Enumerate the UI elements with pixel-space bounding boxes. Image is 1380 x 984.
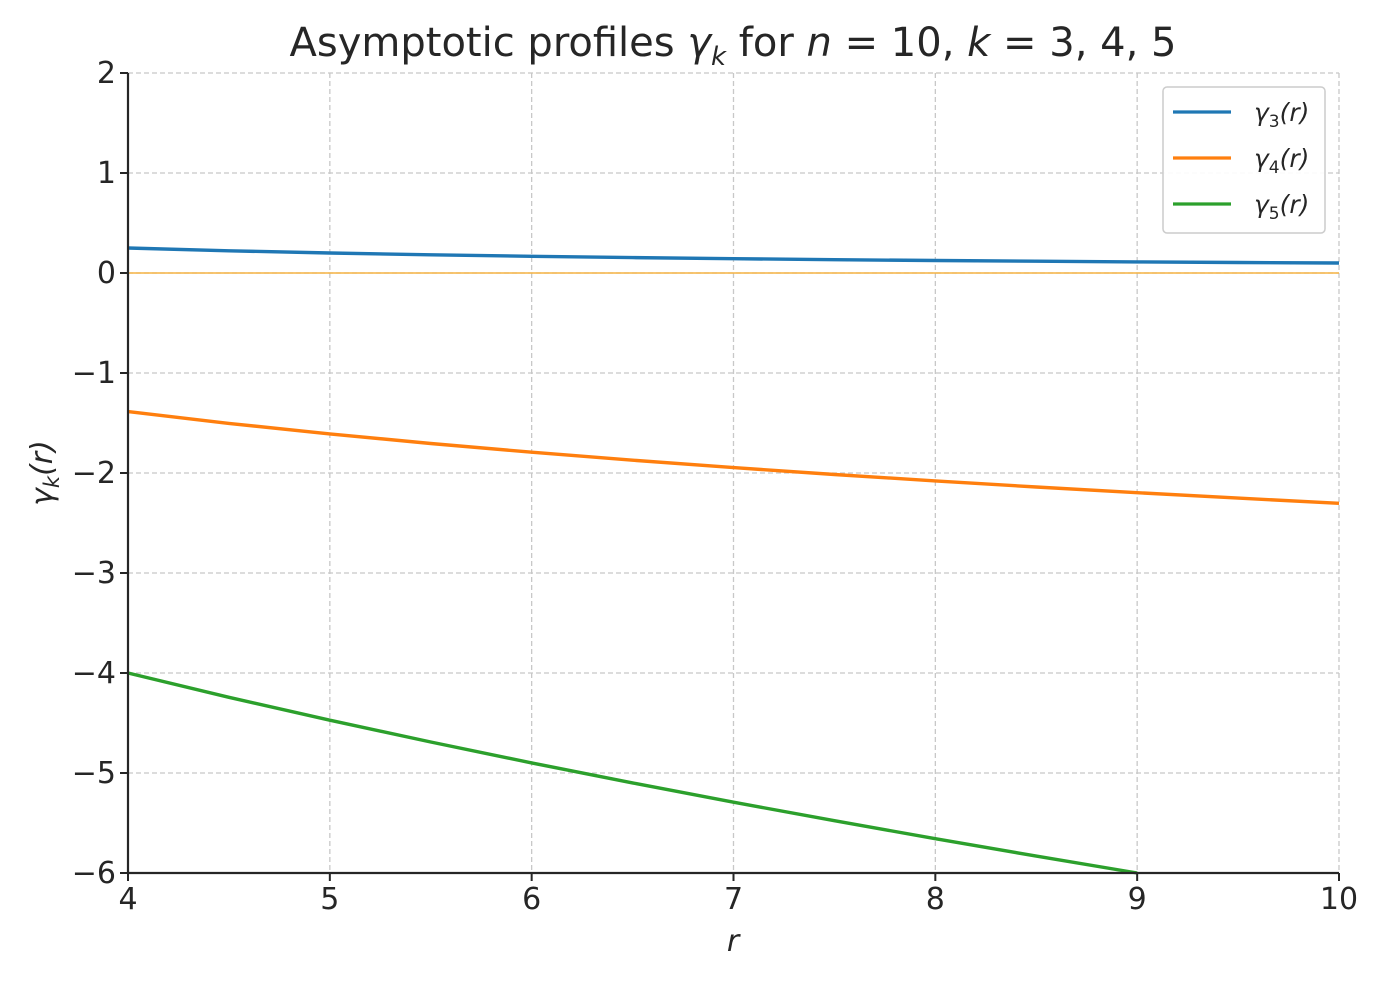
x-tick-label: 10: [1320, 882, 1358, 917]
legend: γ3(r) γ4(r) γ5(r): [1162, 86, 1326, 234]
y-tick-label: −4: [72, 656, 116, 691]
series-line-3: [127, 246, 1340, 265]
chart-title: Asymptotic profiles γk for n = 10, k = 3…: [290, 20, 1177, 72]
grid-lines: [127, 72, 1340, 874]
legend-box: [1162, 86, 1326, 234]
y-tick-label: −3: [72, 556, 116, 591]
series-line-5: [127, 671, 1138, 875]
legend-label: γ4(r): [1254, 144, 1309, 178]
y-tick-label: 1: [97, 156, 116, 191]
series-lines: [127, 246, 1340, 875]
x-ticks: 4 5 6 7 8 9 10: [118, 873, 1358, 917]
y-tick-label: 0: [97, 256, 116, 291]
legend-label: γ3(r): [1254, 98, 1309, 132]
y-tick-label: 2: [97, 56, 116, 91]
legend-entry-gamma3: γ3(r): [1173, 98, 1309, 132]
x-tick-label: 7: [724, 882, 743, 917]
series-line-4: [127, 409, 1340, 505]
y-ticks: −6 −5 −4 −3 −2 −1 0 1 2: [72, 56, 128, 891]
x-tick-label: 6: [522, 882, 541, 917]
y-tick-label: −1: [72, 356, 116, 391]
y-tick-label: −2: [72, 456, 116, 491]
y-tick-label: −6: [72, 856, 116, 891]
x-tick-label: 9: [1128, 882, 1147, 917]
y-axis-label: γk(r): [25, 440, 64, 506]
x-tick-label: 4: [118, 882, 137, 917]
legend-entry-gamma4: γ4(r): [1173, 144, 1309, 178]
x-tick-label: 5: [320, 882, 339, 917]
x-tick-label: 8: [926, 882, 945, 917]
y-tick-label: −5: [72, 756, 116, 791]
legend-label: γ5(r): [1254, 190, 1309, 224]
legend-entry-gamma5: γ5(r): [1173, 190, 1309, 224]
x-axis-label: r: [727, 924, 741, 959]
